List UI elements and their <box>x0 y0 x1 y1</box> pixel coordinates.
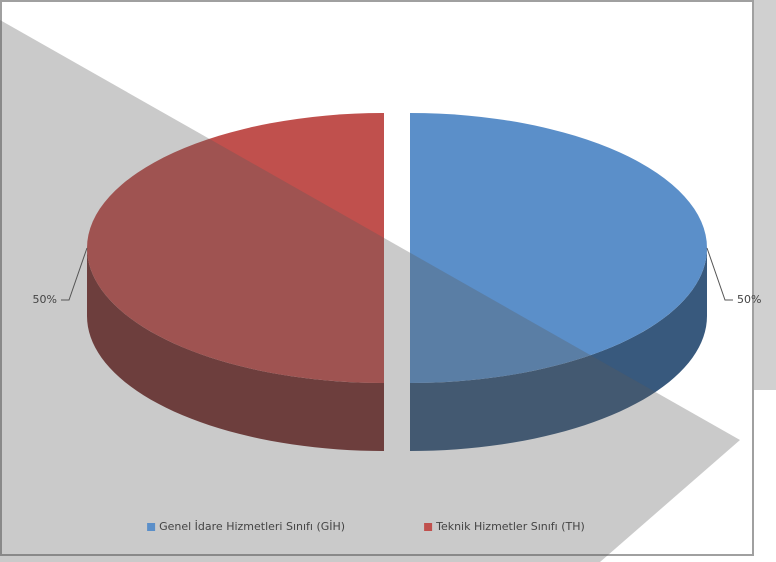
pie <box>87 113 707 451</box>
slice <box>410 113 707 383</box>
leader-line <box>61 247 88 301</box>
slice-side <box>410 248 707 451</box>
leader-line <box>706 247 733 301</box>
data-label: 50% <box>737 293 761 306</box>
legend-label: Teknik Hizmetler Sınıfı (TH) <box>435 520 585 533</box>
legend-label: Genel İdare Hizmetleri Sınıfı (GİH) <box>159 520 345 533</box>
side-panel <box>752 0 776 390</box>
frame <box>0 0 754 556</box>
data-label: 50% <box>33 293 57 306</box>
legend-swatch <box>424 523 433 531</box>
overlay <box>0 20 740 562</box>
slice-side <box>87 248 384 451</box>
legend-swatch <box>147 523 156 531</box>
slice <box>87 113 384 383</box>
